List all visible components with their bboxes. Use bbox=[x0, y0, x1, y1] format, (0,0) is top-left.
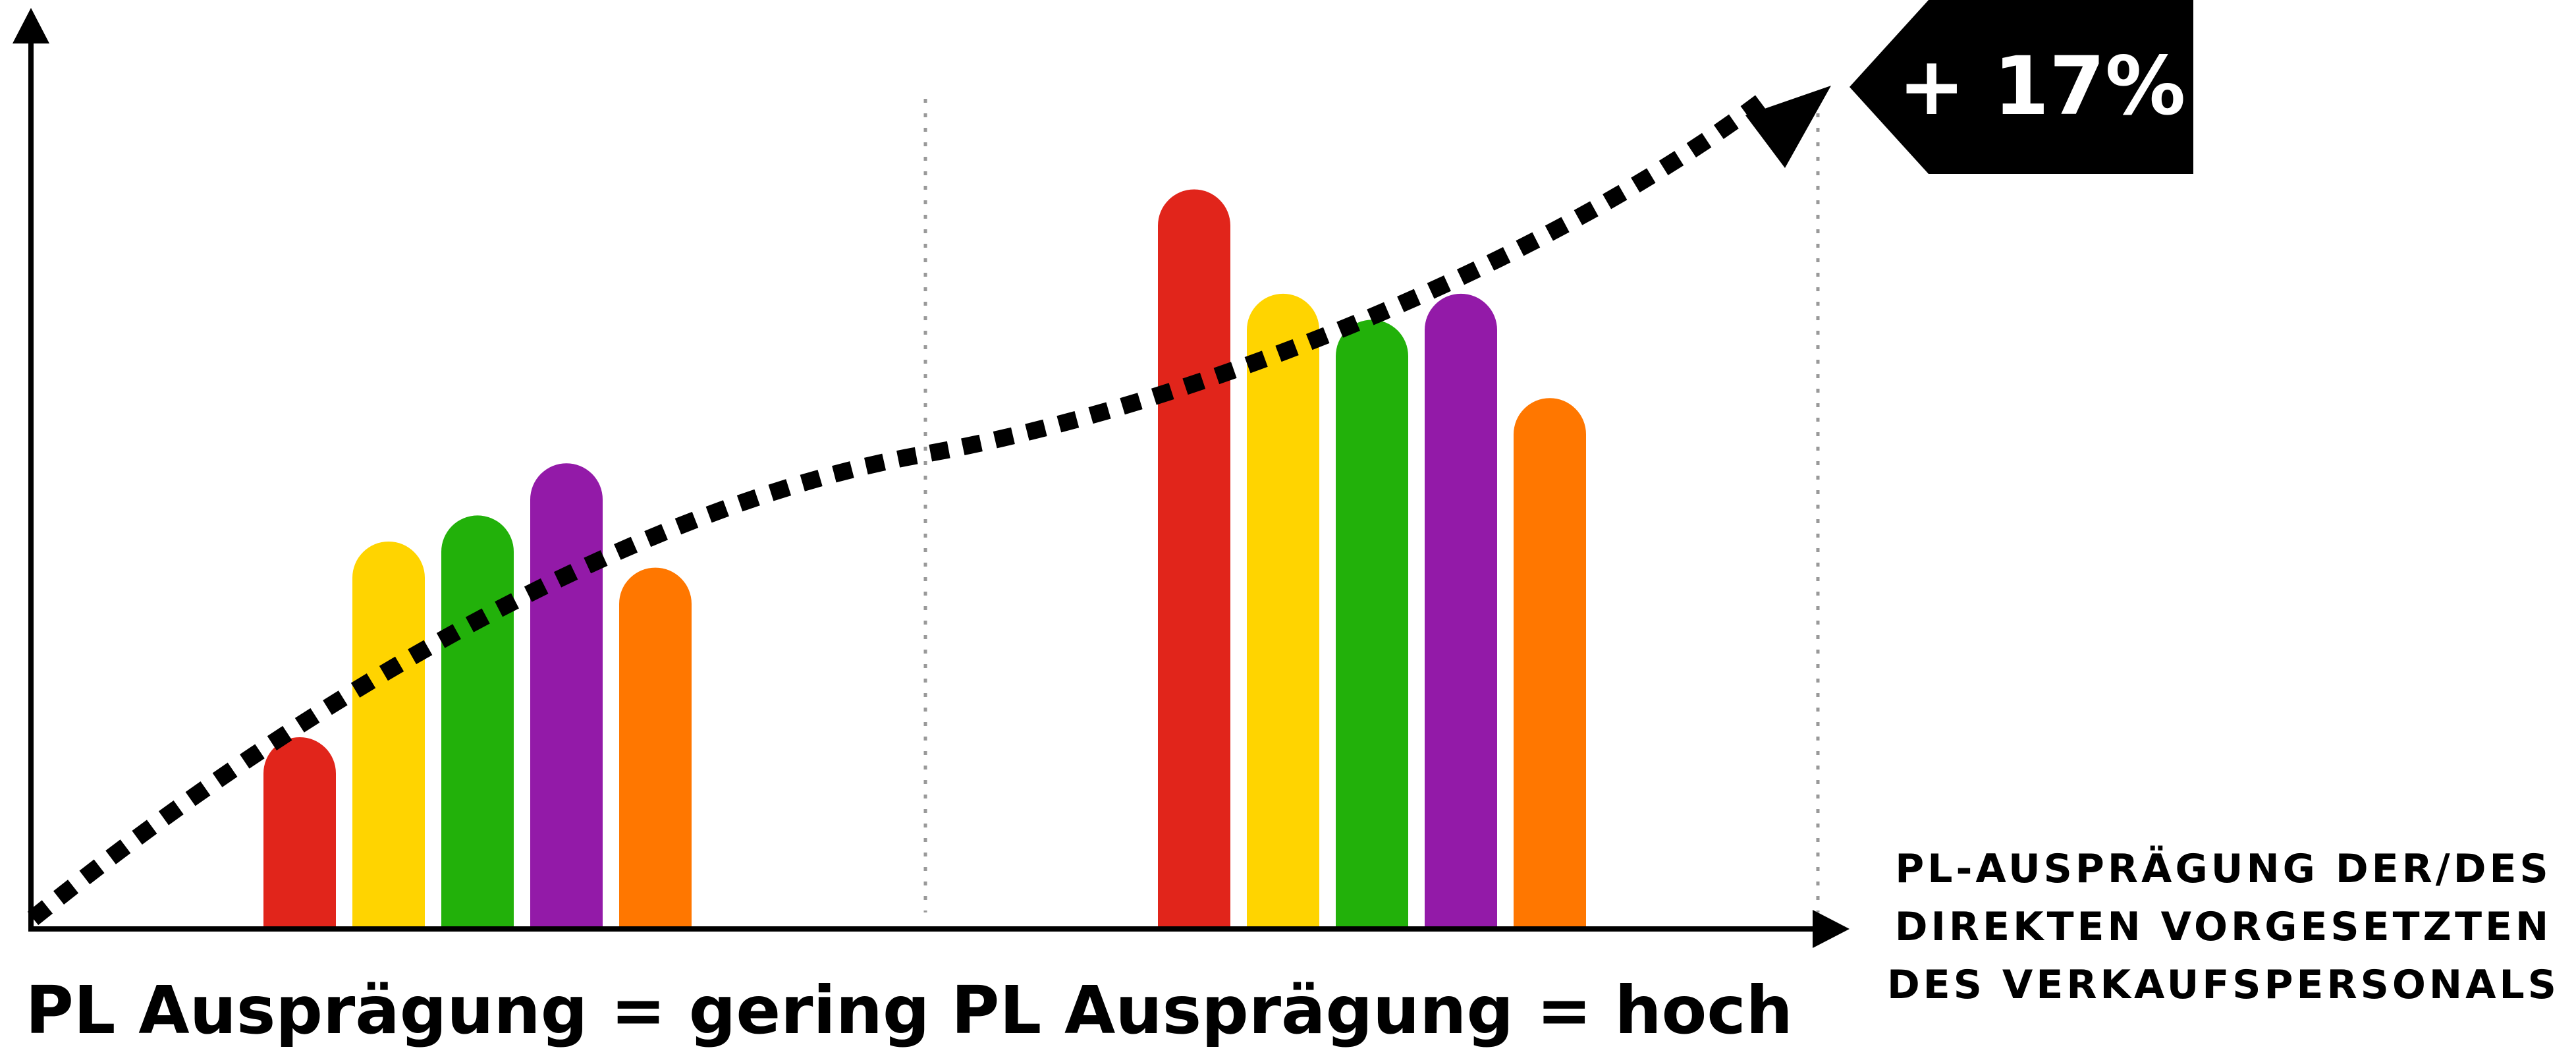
percent-badge bbox=[1850, 0, 2193, 174]
bar bbox=[1158, 189, 1230, 927]
bar bbox=[263, 737, 336, 926]
bar bbox=[530, 463, 603, 926]
bar bbox=[441, 515, 514, 926]
trend-annotation: + 17% bbox=[1898, 40, 2186, 133]
bar bbox=[1247, 293, 1319, 926]
category-label-hoch: PL Ausprägung = hoch bbox=[951, 972, 1793, 1049]
x-axis-label: PL-AUSPRÄGUNG DER/DES DIREKTEN VORGESETZ… bbox=[1871, 840, 2576, 1014]
category-label-gering: PL Ausprägung = gering bbox=[25, 972, 930, 1049]
trend-arrowhead bbox=[1745, 86, 1831, 168]
x-axis-label-line: DIREKTEN VORGESETZTEN bbox=[1894, 904, 2552, 950]
x-axis-label-line: PL-AUSPRÄGUNG DER/DES bbox=[1895, 846, 2552, 892]
bar bbox=[1336, 320, 1408, 927]
bar bbox=[352, 541, 425, 926]
x-axis-label-line: DES VERKAUFSPERSONALS bbox=[1887, 962, 2560, 1008]
y-axis-arrowhead bbox=[13, 8, 49, 43]
bar bbox=[619, 567, 692, 926]
x-axis-arrowhead bbox=[1813, 910, 1850, 948]
bars bbox=[263, 189, 1586, 927]
bar bbox=[1425, 293, 1497, 926]
group-separators bbox=[923, 99, 1820, 912]
bar bbox=[1514, 398, 1586, 926]
